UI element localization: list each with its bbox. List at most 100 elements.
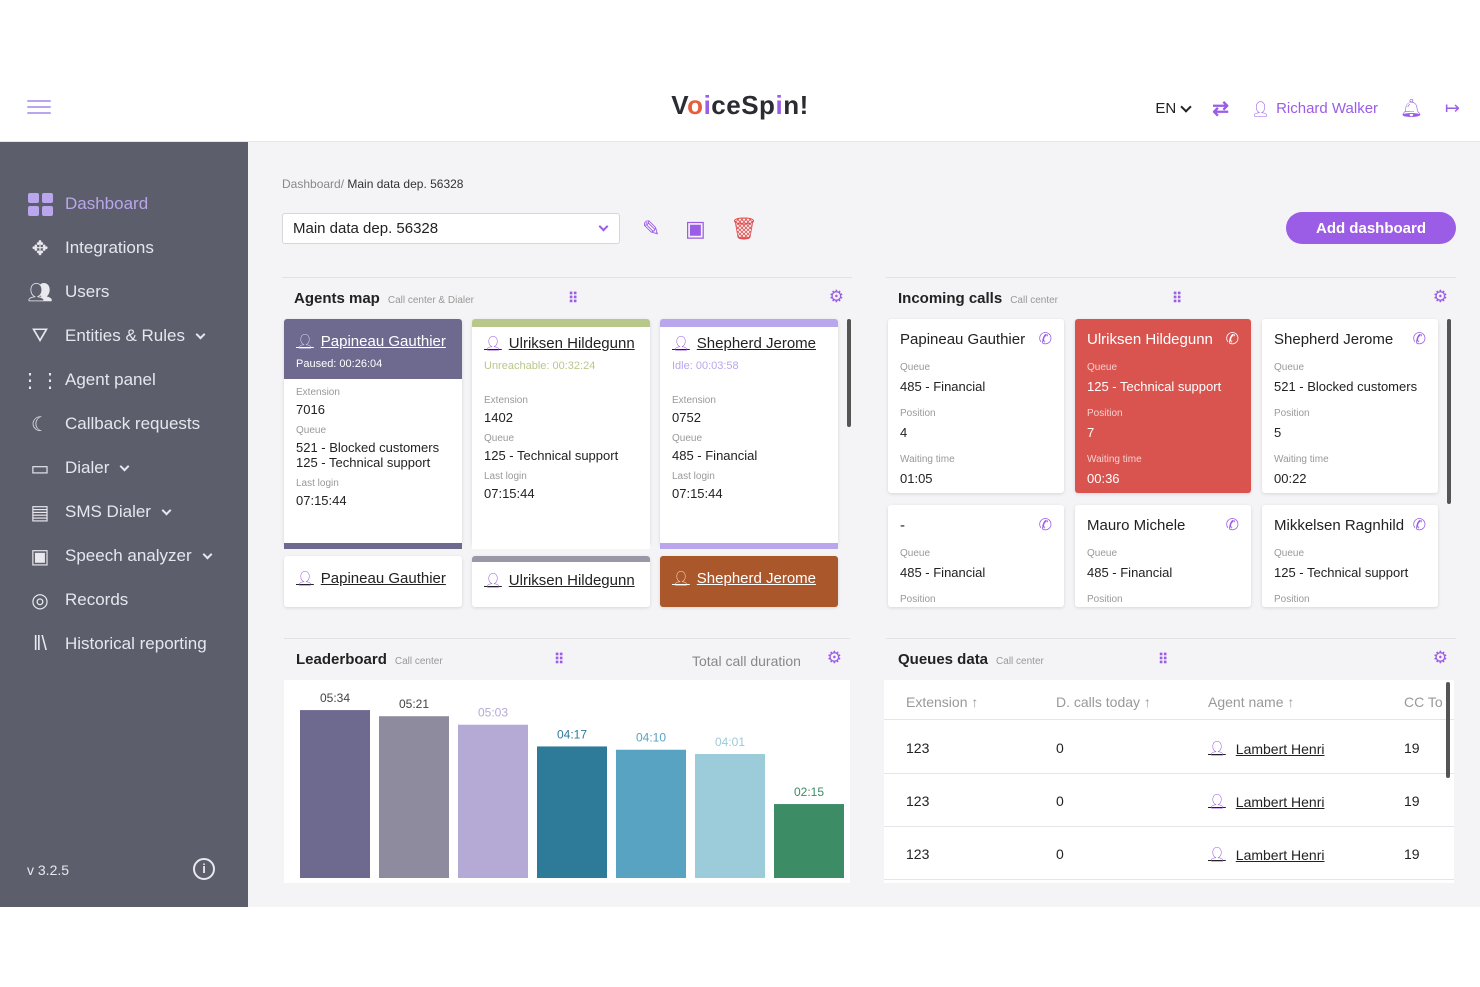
phone-icon[interactable]: ✆ — [1225, 331, 1239, 348]
bar-0[interactable] — [300, 710, 370, 878]
version-label: v 3.2.5 — [27, 862, 70, 878]
sidebar-item-historical-reporting[interactable]: ‖\ Historical reporting — [0, 622, 248, 666]
call-card[interactable]: - ✆ Queue 485 - Financial Position — [888, 505, 1064, 607]
agent-card-header: 👤︎ Papineau Gauthier Paused: 00:26:04 — [284, 319, 462, 379]
agent-card[interactable]: 👤︎ Shepherd Jerome — [660, 556, 838, 607]
breadcrumb-root[interactable]: Dashboard/ — [282, 177, 345, 191]
agent-card[interactable]: 👤︎ Ulriksen Hildegunn Unreachable: 00:32:… — [472, 319, 650, 545]
leaderboard-metric[interactable]: Total call duration — [692, 653, 801, 669]
call-card[interactable]: Papineau Gauthier ✆ Queue 485 - Financia… — [888, 319, 1064, 493]
user-menu[interactable]: 👤︎ Richard Walker — [1251, 100, 1378, 118]
queue-value: 485 - Financial — [672, 448, 758, 463]
queue-label: Queue — [1274, 548, 1305, 559]
bell-icon[interactable]: 🔔︎ — [1400, 98, 1423, 118]
sidebar-item-integrations[interactable]: ✥ Integrations — [0, 226, 248, 270]
waiting-value: 01:05 — [900, 471, 933, 486]
agent-name[interactable]: Ulriksen Hildegunn — [508, 335, 635, 352]
column-header-extension[interactable]: Extension ↑ — [906, 694, 979, 710]
call-card[interactable]: Shepherd Jerome ✆ Queue 521 - Blocked cu… — [1262, 319, 1438, 493]
chevron-down-icon — [202, 549, 213, 559]
extension-label: Extension — [672, 395, 716, 406]
extension-cell: 123 — [906, 740, 930, 756]
menu-icon[interactable] — [27, 100, 51, 116]
bar-5[interactable] — [695, 753, 765, 878]
phone-icon[interactable]: ✆ — [1412, 331, 1426, 348]
card-bottom-strip — [284, 543, 462, 549]
phone-icon[interactable]: ✆ — [1038, 331, 1052, 348]
queue-value: 521 - Blocked customers — [1274, 379, 1418, 394]
sidebar-item-records[interactable]: ◎ Records — [0, 578, 248, 622]
person-icon: 👤︎ — [484, 572, 502, 588]
queue-value: 485 - Financial — [1087, 565, 1173, 580]
agent-cell[interactable]: 👤︎ Lambert Henri — [1208, 793, 1324, 810]
add-dashboard-button[interactable]: Add dashboard — [1286, 212, 1456, 244]
phone-icon[interactable]: ✆ — [1038, 517, 1052, 534]
bar-6[interactable] — [774, 804, 844, 878]
agent-cell[interactable]: 👤︎ Lambert Henri — [1208, 740, 1324, 757]
agent-cell[interactable]: 👤︎ Lambert Henri — [1208, 846, 1324, 863]
sidebar-item-sms-dialer[interactable]: ▤ SMS Dialer — [0, 490, 248, 534]
leaderboard-chart: 05:34 05:21 05:03 04:17 04:10 04:01 02:15 — [284, 680, 850, 883]
agent-name[interactable]: Ulriksen Hildegunn — [508, 572, 635, 589]
phone-icon[interactable]: ✆ — [1225, 517, 1239, 534]
sidebar-item-callback-requests[interactable]: ☾ Callback requests — [0, 402, 248, 446]
comment-icon[interactable]: ▣ — [685, 216, 706, 241]
gear-icon[interactable]: ⚙ — [1432, 287, 1448, 306]
column-header-calls[interactable]: D. calls today ↑ — [1056, 694, 1151, 710]
sidebar-item-users[interactable]: 👥︎ Users — [0, 270, 248, 314]
table-row[interactable]: 123 0 👤︎ Lambert Henri 19 — [884, 774, 1454, 827]
drag-handle-icon[interactable]: ⠿ — [554, 651, 566, 667]
sidebar-item-speech-analyzer[interactable]: ▣ Speech analyzer — [0, 534, 248, 578]
logout-icon[interactable]: ↦ — [1444, 98, 1460, 118]
sidebar-item-entities-rules[interactable]: ⛛ Entities & Rules — [0, 314, 248, 358]
agent-name[interactable]: Papineau Gauthier — [320, 570, 446, 587]
table-row[interactable]: 123 0 👤︎ Lambert Henri 19 — [884, 721, 1454, 774]
gear-icon[interactable]: ⚙ — [828, 287, 844, 306]
agent-card[interactable]: 👤︎ Papineau Gauthier — [284, 556, 462, 607]
agent-card[interactable]: 👤︎ Shepherd Jerome Idle: 00:03:58 Extensi… — [660, 319, 838, 545]
person-icon: 👤︎ — [672, 570, 690, 586]
swap-icon[interactable]: ⇄ — [1212, 98, 1230, 120]
dashboard-select[interactable]: Main data dep. 56328 — [282, 213, 620, 244]
column-header-cc[interactable]: CC To — [1404, 694, 1443, 710]
agent-name[interactable]: Papineau Gauthier — [320, 333, 446, 350]
queues-data-title: Queues data Call center — [898, 651, 1044, 668]
bar-2[interactable] — [458, 724, 528, 878]
chevron-down-icon — [598, 221, 609, 232]
sidebar-item-dashboard[interactable]: Dashboard — [0, 182, 248, 226]
sidebar-item-dialer[interactable]: ▭ Dialer — [0, 446, 248, 490]
bar-4[interactable] — [616, 749, 686, 878]
table-row[interactable]: 123 0 👤︎ Lambert Henri 19 — [884, 827, 1454, 880]
scrollbar[interactable] — [1447, 319, 1451, 504]
agent-name[interactable]: Shepherd Jerome — [696, 335, 817, 352]
agent-card[interactable]: 👤︎ Ulriksen Hildegunn — [472, 556, 650, 607]
language-selector[interactable]: EN — [1155, 100, 1192, 117]
agents-map-widget: Agents map Call center & Dialer ⠿ ⚙ 👤︎ Pap… — [282, 277, 852, 607]
info-icon[interactable]: i — [193, 858, 215, 880]
call-card[interactable]: Ulriksen Hildegunn ✆ Queue 125 - Technic… — [1075, 319, 1251, 493]
queues-head-line: Queues data Call center ⠿ ⚙ — [886, 638, 1456, 674]
gear-icon[interactable]: ⚙ — [1432, 648, 1448, 667]
extension-label: Extension — [484, 395, 528, 406]
scrollbar[interactable] — [847, 319, 851, 427]
agent-card[interactable]: 👤︎ Papineau Gauthier Paused: 00:26:04 Ext… — [284, 319, 462, 545]
phone-icon[interactable]: ✆ — [1412, 517, 1426, 534]
agent-name[interactable]: Shepherd Jerome — [696, 570, 817, 587]
gear-icon[interactable]: ⚙ — [826, 648, 842, 667]
drag-handle-icon[interactable]: ⠿ — [568, 290, 580, 306]
scrollbar[interactable] — [1446, 682, 1450, 778]
queue-label: Queue — [900, 362, 931, 373]
sidebar-item-label: Dashboard — [65, 194, 149, 213]
trash-icon[interactable]: 🗑︎ — [730, 216, 758, 241]
bar-1[interactable] — [379, 716, 449, 878]
sidebar-item-agent-panel[interactable]: ⋮⋮ Agent panel — [0, 358, 248, 402]
edit-icon[interactable]: ✎ — [642, 216, 661, 241]
bar-3[interactable] — [537, 746, 607, 878]
call-card[interactable]: Mikkelsen Ragnhild ✆ Queue 125 - Technic… — [1262, 505, 1438, 607]
drag-handle-icon[interactable]: ⠿ — [1172, 290, 1184, 306]
queue-label: Queue — [484, 433, 515, 444]
drag-handle-icon[interactable]: ⠿ — [1158, 651, 1170, 667]
incoming-calls-widget: Incoming calls Call center ⠿ ⚙ Papineau G… — [886, 277, 1456, 607]
call-card[interactable]: Mauro Michele ✆ Queue 485 - Financial Po… — [1075, 505, 1251, 607]
column-header-agent[interactable]: Agent name ↑ — [1208, 694, 1295, 710]
